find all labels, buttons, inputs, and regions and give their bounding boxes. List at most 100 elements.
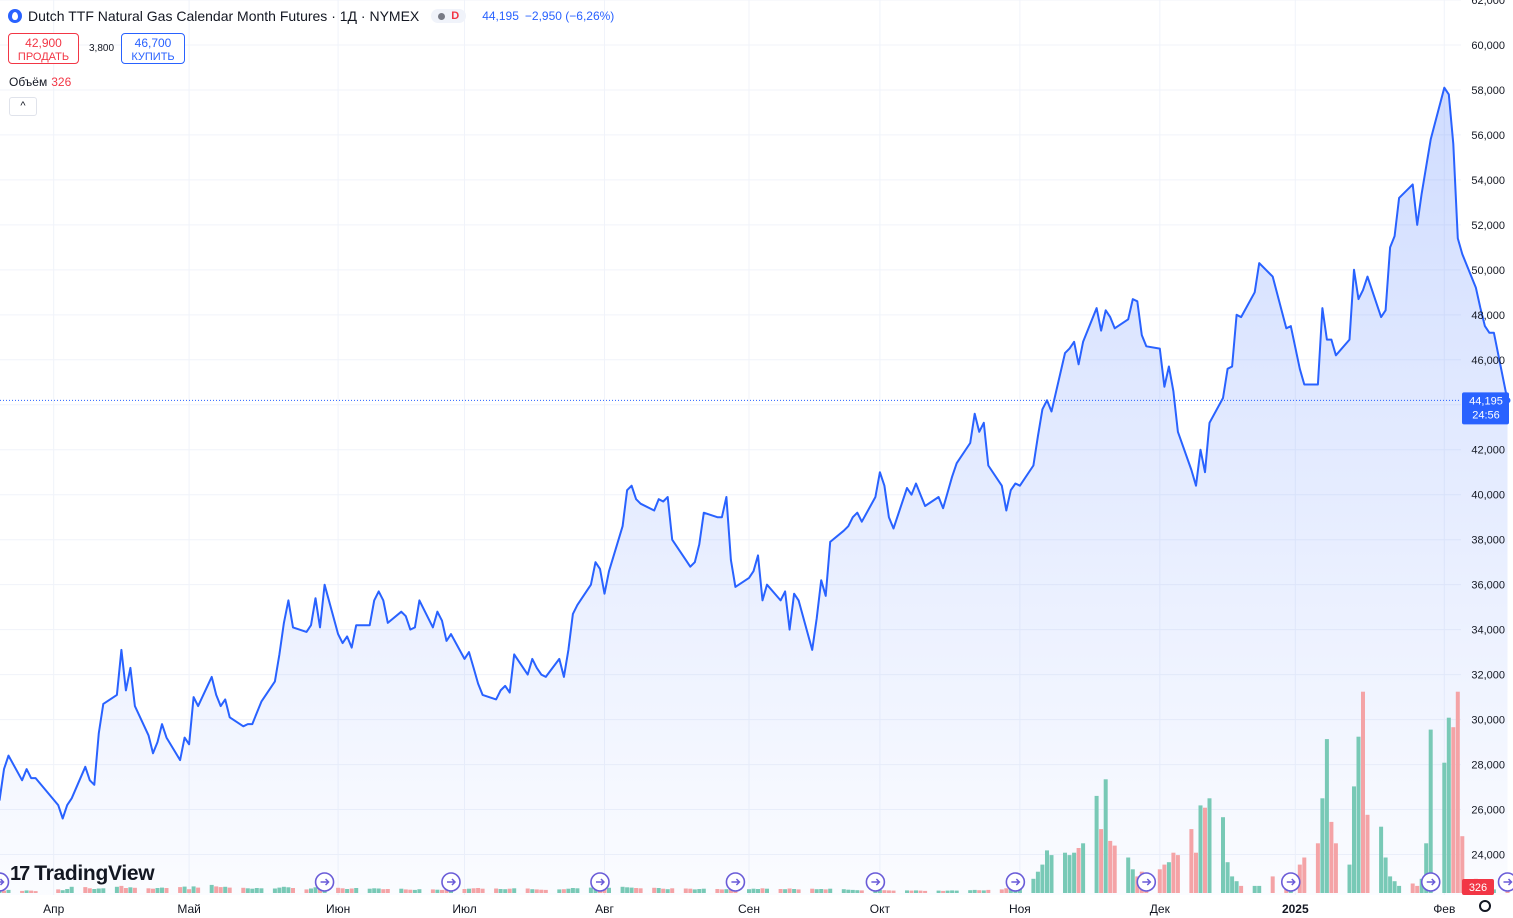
volume-bar [412,889,417,893]
volume-bar [525,888,530,893]
volume-bar [783,889,788,893]
volume-bar [1442,762,1447,893]
volume-bar [1094,795,1099,893]
volume-bar [313,887,318,893]
volume-bar [701,888,706,893]
volume-bar [119,885,124,893]
y-tick-label: 52,000 [1471,220,1505,232]
volume-bar [272,888,277,893]
volume-bar [33,891,38,893]
y-tick-label: 28,000 [1471,760,1505,772]
volume-bar [1451,727,1456,893]
volume-bar [309,888,313,893]
volume-bar [575,888,580,893]
volume-bar [241,887,246,893]
volume-bar [462,889,467,893]
volume-bar [250,888,255,893]
volume-bar [882,890,887,893]
volume-bar [223,886,228,893]
volume-bar [787,888,792,893]
volume-bar [665,889,670,893]
volume-bar [476,888,481,893]
volume-bar [92,889,97,893]
volume-bar [792,889,797,893]
arrow-circle-icon-arrow [1142,878,1152,886]
volume-bar [954,890,959,893]
volume-bar [1383,857,1388,893]
buy-button[interactable]: 46,700 КУПИТЬ [121,33,185,64]
volume-bar [629,887,634,893]
time-axis: АпрМайИюнИюлАвгСенОктНояДек2025ФевМар [43,902,1455,916]
volume-bar [1103,779,1108,893]
market-status-pill[interactable]: D [431,9,467,23]
volume-last-label-bg [1462,879,1494,895]
volume-bar [1410,883,1415,893]
volume-bar [620,886,625,893]
volume-bar [652,887,657,893]
volume-legend[interactable]: Объём 326 [9,75,71,89]
last-price-label-bg [1462,392,1509,425]
volume-bar [1166,862,1171,893]
volume-bar [1428,729,1433,893]
sell-button[interactable]: 42,900 ПРОДАТЬ [8,33,79,64]
volume-bar [1397,885,1402,893]
volume-bar [1203,807,1207,893]
volume-bar [1099,829,1104,893]
volume-bar [187,889,192,893]
volume-bar [814,889,819,893]
volume-bar [909,890,914,893]
volume-bar [715,889,720,893]
y-tick-label: 32,000 [1471,670,1505,682]
y-tick-label: 58,000 [1471,85,1505,97]
x-tick-label: Фев [1433,902,1455,916]
market-status-dot-icon [438,12,446,20]
volume-bar [1392,881,1397,893]
volume-bar [444,889,449,893]
volume-bar [1175,855,1180,893]
volume-bar [336,887,341,893]
gear-icon[interactable] [1479,900,1491,912]
volume-bar [56,889,61,893]
volume-bar [227,887,232,893]
volume-bar [440,889,444,893]
volume-bar [1352,786,1356,893]
collapse-legend-button[interactable]: ^ [9,97,37,116]
arrow-circle-icon-arrow [1503,878,1513,886]
y-tick-label: 38,000 [1471,535,1505,547]
volume-bar [399,888,404,893]
tradingview-logo[interactable]: 17 TradingView [10,862,155,886]
volume-bar [918,890,923,893]
volume-bar [588,887,593,893]
volume-bar [467,888,471,893]
volume-bar [340,888,345,893]
volume-bar [1252,885,1257,893]
volume-bar [859,890,864,893]
volume-bar [828,888,833,893]
volume-bar [218,887,223,893]
price-area [0,87,1508,895]
volume-bar [114,886,119,893]
volume-bar [435,889,440,893]
volume-bar [507,888,512,893]
volume-bar [972,889,977,893]
volume-bar [724,889,729,893]
volume-bar [534,889,539,893]
symbol-title[interactable]: Dutch TTF Natural Gas Calendar Month Fut… [28,8,420,24]
volume-bar [1126,857,1131,893]
volume-bar [945,890,950,893]
volume-bar [1130,869,1135,893]
volume-bar [886,890,891,893]
volume-bar [259,888,264,893]
volume-bar [286,887,291,893]
volume-bar [1171,852,1176,893]
volume-bar [1045,850,1049,893]
volume-bar [1049,855,1054,893]
volume-bar [281,886,286,893]
volume-bar [1221,817,1225,893]
x-tick-label: Июл [452,902,476,916]
volume-bar [151,888,155,893]
volume-bar [430,889,435,893]
volume-bar [385,889,390,893]
volume-bar [823,889,828,893]
